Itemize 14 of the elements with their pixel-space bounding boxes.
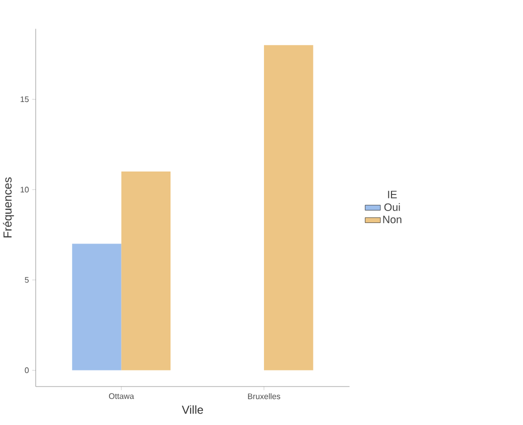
- y-tick-label: 5: [24, 277, 29, 283]
- bar: [264, 45, 314, 370]
- bar: [121, 172, 171, 370]
- bar: [72, 244, 122, 370]
- legend-label: Non: [383, 216, 402, 224]
- x-axis-title: Ville: [182, 405, 203, 414]
- y-tick-label: 10: [20, 186, 29, 192]
- legend-label: Oui: [384, 203, 400, 211]
- x-tick-label: Bruxelles: [248, 393, 280, 400]
- y-axis-title: Fréquences: [2, 177, 14, 238]
- legend-title: IE: [388, 190, 397, 198]
- y-tick-label: 0: [24, 367, 29, 374]
- y-tick-label: 15: [20, 96, 29, 102]
- x-tick-label: Ottawa: [108, 393, 134, 399]
